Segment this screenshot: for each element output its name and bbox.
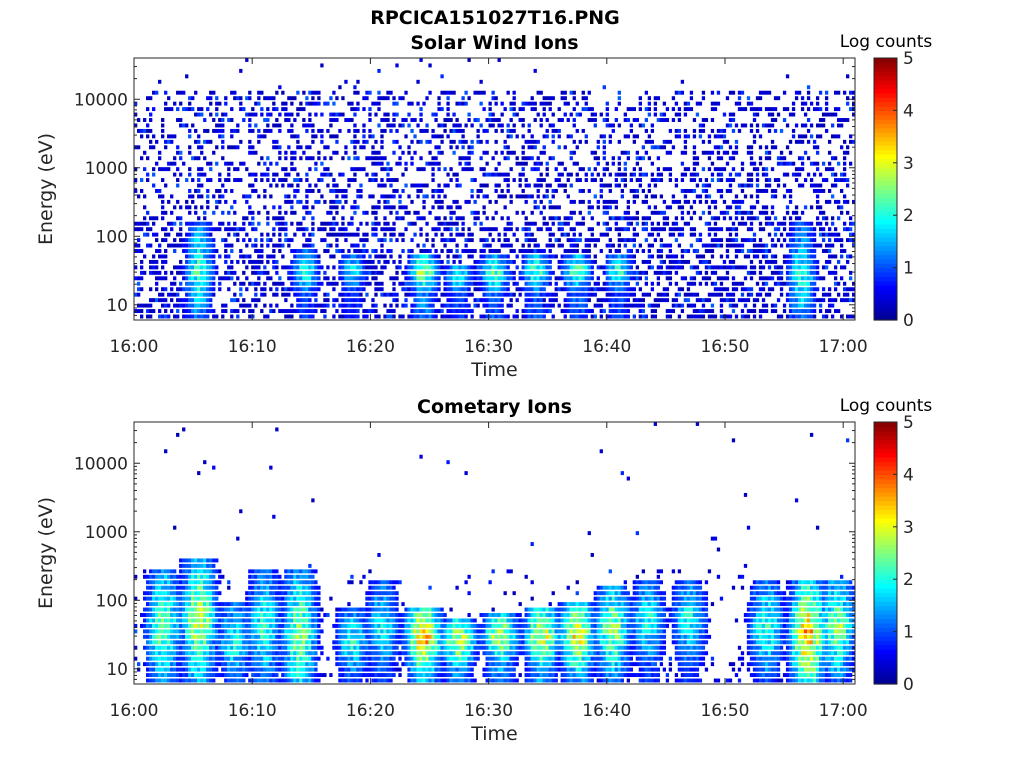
plot-frame [133, 421, 856, 685]
panel-title: Solar Wind Ions [410, 32, 578, 54]
x-tick-label: 16:10 [228, 701, 277, 721]
y-axis-label: Energy (eV) [35, 133, 57, 245]
colorbar-tick-label: 2 [903, 570, 914, 590]
colorbar-tick-label: 2 [903, 206, 914, 226]
figure-title: RPCICA151027T16.PNG [370, 7, 620, 29]
colorbar-tick-label: 1 [903, 259, 914, 279]
colorbar-tick-label: 4 [903, 465, 914, 485]
x-tick-label: 16:20 [346, 701, 395, 721]
x-tick-label: 16:30 [464, 337, 513, 357]
x-tick-label: 16:20 [346, 337, 395, 357]
x-axis-label: Time [470, 359, 518, 381]
colorbar-label: Log counts [840, 32, 933, 52]
spectrogram-cells [134, 58, 856, 319]
cometary-panel: Cometary Ions 16:00 16:10 16:20 16:30 16:40 16… [35, 396, 932, 745]
x-tick-label: 16:40 [582, 701, 631, 721]
panel-title: Cometary Ions [417, 396, 572, 418]
plot-frame [133, 57, 856, 321]
y-tick-label: 100 [96, 227, 128, 247]
x-tick-label: 16:50 [700, 337, 749, 357]
x-tick-label: 17:00 [819, 701, 868, 721]
colorbar-tick-label: 5 [903, 49, 914, 69]
y-axis-label: Energy (eV) [35, 497, 57, 609]
x-tick-label: 16:00 [110, 701, 159, 721]
y-tick-label: 1000 [85, 523, 128, 543]
colorbar-tick-label: 1 [903, 623, 914, 643]
x-tick-label: 16:00 [110, 337, 159, 357]
x-tick-label: 17:00 [819, 337, 868, 357]
x-tick-label: 16:30 [464, 701, 513, 721]
y-tick-label: 10000 [74, 90, 128, 110]
y-tick-label: 10 [106, 660, 128, 680]
colorbar-tick-label: 0 [903, 675, 914, 695]
spectrogram-cells [134, 422, 856, 683]
colorbar-tick-label: 4 [903, 101, 914, 121]
y-tick-label: 100 [96, 591, 128, 611]
x-axis-label: Time [470, 723, 518, 745]
y-tick-label: 10000 [74, 454, 128, 474]
x-tick-label: 16:10 [228, 337, 277, 357]
x-tick-label: 16:40 [582, 337, 631, 357]
colorbar-label: Log counts [840, 396, 933, 416]
colorbar-tick-label: 5 [903, 413, 914, 433]
colorbar-tick-label: 0 [903, 311, 914, 331]
y-tick-label: 10 [106, 296, 128, 316]
x-tick-label: 16:50 [700, 701, 749, 721]
y-tick-label: 1000 [85, 159, 128, 179]
colorbar-tick-label: 3 [903, 518, 914, 538]
solar-wind-panel: Solar Wind Ions 16:00 16:10 16:20 16:30 16:40… [35, 32, 932, 381]
colorbar-frame [873, 57, 898, 321]
colorbar-frame [873, 421, 898, 685]
colorbar-tick-label: 3 [903, 154, 914, 174]
